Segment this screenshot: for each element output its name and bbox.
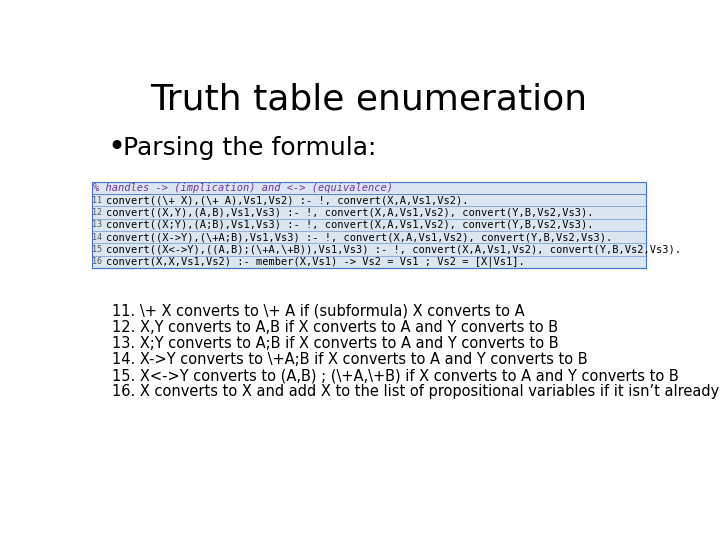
- Text: 13. X;Y converts to A;B if X converts to A and Y converts to B: 13. X;Y converts to A;B if X converts to…: [112, 336, 558, 351]
- Text: 11: 11: [92, 196, 102, 205]
- Text: 13: 13: [92, 220, 102, 230]
- Text: Truth table enumeration: Truth table enumeration: [150, 83, 588, 117]
- Text: •: •: [107, 133, 125, 163]
- Text: 16. X converts to X and add X to the list of propositional variables if it isn’t: 16. X converts to X and add X to the lis…: [112, 384, 720, 400]
- Text: 16: 16: [92, 258, 102, 266]
- Text: 12. X,Y converts to A,B if X converts to A and Y converts to B: 12. X,Y converts to A,B if X converts to…: [112, 320, 558, 335]
- Text: 14: 14: [92, 233, 102, 242]
- Text: % handles -> (implication) and <-> (equivalence): % handles -> (implication) and <-> (equi…: [93, 183, 393, 193]
- Text: convert(X,X,Vs1,Vs2) :- member(X,Vs1) -> Vs2 = Vs1 ; Vs2 = [X|Vs1].: convert(X,X,Vs1,Vs2) :- member(X,Vs1) ->…: [106, 256, 524, 267]
- Text: 15. X<->Y converts to (A,B) ; (\+A,\+B) if X converts to A and Y converts to B: 15. X<->Y converts to (A,B) ; (\+A,\+B) …: [112, 368, 678, 383]
- Text: 11. \+ X converts to \+ A if (subformula) X converts to A: 11. \+ X converts to \+ A if (subformula…: [112, 303, 524, 319]
- Text: convert((X,Y),(A,B),Vs1,Vs3) :- !, convert(X,A,Vs1,Vs2), convert(Y,B,Vs2,Vs3).: convert((X,Y),(A,B),Vs1,Vs3) :- !, conve…: [106, 208, 593, 218]
- Bar: [91, 182, 647, 268]
- Text: convert((X->Y),(\+A;B),Vs1,Vs3) :- !, convert(X,A,Vs1,Vs2), convert(Y,B,Vs2,Vs3): convert((X->Y),(\+A;B),Vs1,Vs3) :- !, co…: [106, 232, 612, 242]
- Text: convert((\+ X),(\+ A),Vs1,Vs2) :- !, convert(X,A,Vs1,Vs2).: convert((\+ X),(\+ A),Vs1,Vs2) :- !, con…: [106, 195, 468, 205]
- Text: Parsing the formula:: Parsing the formula:: [122, 136, 376, 160]
- Text: 12: 12: [92, 208, 102, 217]
- Text: convert((X;Y),(A;B),Vs1,Vs3) :- !, convert(X,A,Vs1,Vs2), convert(Y,B,Vs2,Vs3).: convert((X;Y),(A;B),Vs1,Vs3) :- !, conve…: [106, 220, 593, 230]
- Text: convert((X<->Y),((A,B);(\+A,\+B)),Vs1,Vs3) :- !, convert(X,A,Vs1,Vs2), convert(Y: convert((X<->Y),((A,B);(\+A,\+B)),Vs1,Vs…: [106, 245, 680, 254]
- Text: 15: 15: [92, 245, 102, 254]
- Text: 14. X->Y converts to \+A;B if X converts to A and Y converts to B: 14. X->Y converts to \+A;B if X converts…: [112, 352, 588, 367]
